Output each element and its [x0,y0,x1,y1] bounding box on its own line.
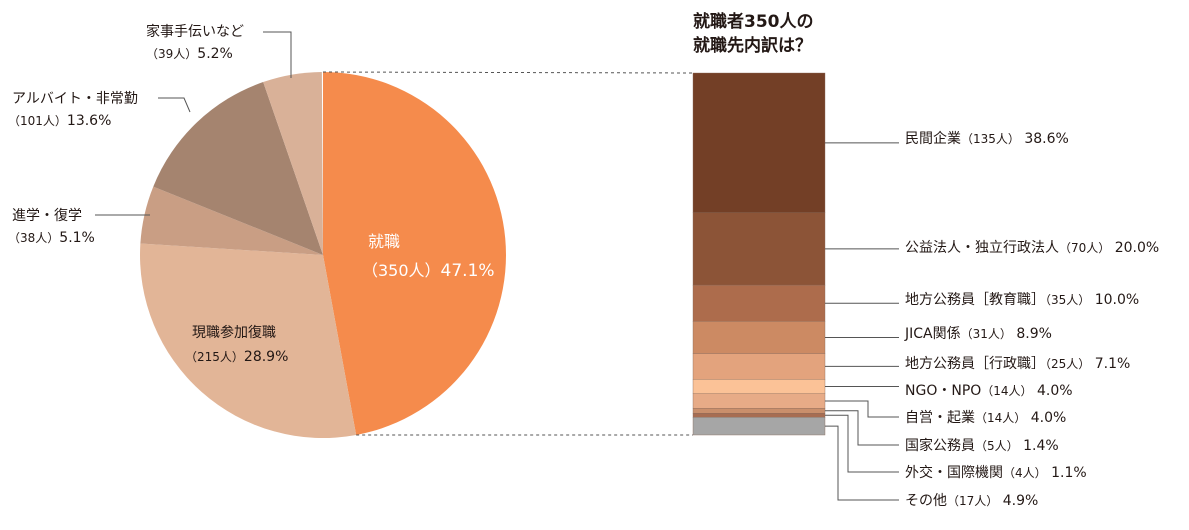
bar-leader-7 [825,411,899,445]
bar-label-5: NGO・NPO（14人） 4.0% [905,383,1073,399]
pie-value-3: （101人）13.6% [8,113,111,129]
bar-segment-2 [693,285,825,321]
bar-title-line-2: 就職先内訳は？ [693,35,812,56]
bar-label-7: 国家公務員（5人） 1.4% [905,437,1059,454]
bar-title-line-1: 就職者350人の [693,11,814,32]
pie-value-2: （38人）5.1% [8,230,95,246]
bar-segment-1 [693,213,825,285]
pie-slice-0 [323,72,506,435]
bar-segment-0 [693,73,825,213]
pie-label-4: 家事手伝いなど [146,23,244,40]
bar-label-1: 公益法人・独立行政法人（70人） 20.0% [905,240,1159,256]
connector-top [323,72,693,73]
bar-segment-7 [693,408,825,413]
bar-segment-9 [693,417,825,435]
pie-value-0: （350人）47.1% [362,261,495,281]
bar-segment-5 [693,379,825,393]
bar-segment-3 [693,321,825,353]
pie-label-0: 就職 [368,232,400,251]
bar-label-0: 民間企業（135人） 38.6% [905,130,1069,147]
pie-label-2: 進学・復学 [12,207,82,224]
bar-label-6: 自営・起業（14人） 4.0% [905,410,1066,426]
bar-segment-4 [693,354,825,380]
pie-value-4: （39人）5.2% [146,46,233,62]
bar-label-8: 外交・国際機関（4人） 1.1% [905,464,1087,481]
bar-leader-8 [825,415,899,472]
pie-value-1: （215人）28.9% [185,349,288,365]
bar-segment-6 [693,394,825,408]
bar-label-9: その他（17人） 4.9% [905,493,1038,509]
pie-leader-4 [263,32,291,78]
pie-label-3: アルバイト・非常勤 [12,91,138,107]
bar-label-4: 地方公務員［行政職］（25人） 7.1% [905,356,1130,372]
bar-label-3: JICA関係（31人） 8.9% [904,326,1052,342]
bar-segment-8 [693,413,825,417]
bar-leader-9 [825,426,899,500]
pie-label-1: 現職参加復職 [192,324,276,341]
bar-leader-6 [825,401,899,417]
bar-label-2: 地方公務員［教育職］（35人） 10.0% [905,292,1139,308]
pie-leader-3 [158,98,190,112]
